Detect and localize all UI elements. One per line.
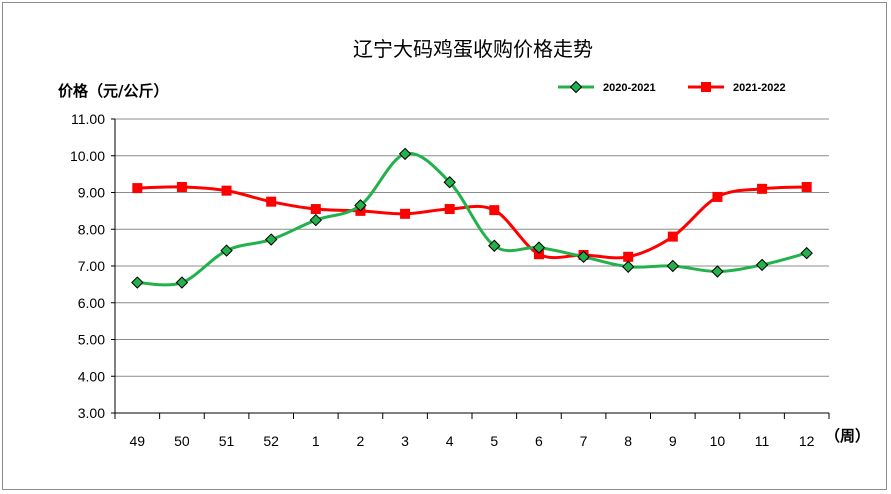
- legend-2021-2022-marker: [701, 82, 711, 92]
- x-axis-unit-label: （周）: [825, 427, 870, 445]
- x-tick-label: 4: [446, 433, 454, 449]
- series-2021-2022-point: [221, 185, 232, 196]
- y-tick-label: 11.00: [71, 111, 105, 127]
- y-axis-tick-labels: 3.00 4.00 5.00 6.00 7.00 8.00 9.00 10.00 11.00: [70, 111, 105, 421]
- x-tick-label: 3: [401, 433, 409, 449]
- x-tick-label: 6: [535, 433, 543, 449]
- series-2020-2021-point: [264, 233, 278, 246]
- series-2021-2022-point: [444, 204, 455, 215]
- series-2020-2021-point: [398, 147, 412, 161]
- x-tick-label: 2: [357, 433, 365, 449]
- series-2021-2022-point: [176, 181, 187, 192]
- x-tick-label: 51: [219, 433, 235, 449]
- legend-2020-2021-marker: [569, 80, 583, 94]
- series-2021-2022-point: [712, 191, 723, 202]
- y-tick-label: 6.00: [78, 295, 105, 311]
- series-group: [131, 147, 813, 289]
- chart-title: 辽宁大码鸡蛋收购价格走势: [353, 37, 593, 61]
- legend: 2020-2021 2021-2022: [558, 80, 786, 94]
- series-2021-2022-point: [757, 183, 768, 194]
- y-tick-label: 10.00: [70, 148, 105, 164]
- series-2020-2021-point: [354, 199, 367, 212]
- series-2020-2021-point: [532, 241, 546, 254]
- series-2021-2022-point: [400, 208, 411, 219]
- axes: [111, 118, 830, 419]
- x-tick-label: 49: [130, 433, 146, 449]
- series-2020-2021-point: [755, 258, 769, 272]
- series-2020-2021-point: [621, 260, 635, 273]
- legend-2020-2021-label: 2020-2021: [603, 82, 656, 94]
- x-tick-label: 9: [669, 433, 677, 449]
- x-tick-label: 10: [710, 433, 726, 449]
- series-2021-2022-point: [801, 181, 812, 192]
- series-2020-2021-line: [137, 151, 808, 287]
- series-2020-2021-point: [220, 244, 233, 257]
- y-tick-label: 5.00: [78, 332, 105, 348]
- x-axis-tick-labels: 49 50 51 52 1 2 3 4 5 6 7 8 9 10 11 12: [130, 433, 815, 449]
- x-tick-label: 12: [799, 433, 815, 449]
- line-chart: 辽宁大码鸡蛋收购价格走势 价格（元/公斤） （周） 3.00 4.00 5.00 6.…: [58, 37, 870, 449]
- y-axis-label: 价格（元/公斤）: [58, 82, 168, 100]
- series-2020-2021-point: [800, 246, 813, 260]
- x-tick-label: 5: [490, 433, 498, 449]
- series-2021-2022-point: [623, 251, 634, 262]
- series-2020-2021-point: [443, 176, 456, 189]
- y-tick-label: 4.00: [78, 368, 105, 384]
- y-tick-label: 7.00: [78, 258, 105, 274]
- series-2020-2021-point: [711, 265, 724, 278]
- y-tick-label: 8.00: [78, 221, 105, 237]
- x-tick-label: 52: [263, 433, 279, 449]
- series-2020-2021-point: [131, 276, 144, 289]
- series-2020-2021-point: [309, 213, 323, 227]
- series-2021-2022-point: [132, 183, 143, 194]
- series-2021-2022-point: [310, 204, 321, 215]
- gridlines: [115, 118, 829, 377]
- x-tick-label: 7: [580, 433, 588, 449]
- y-tick-label: 3.00: [78, 405, 105, 421]
- series-2021-2022-line: [137, 185, 807, 260]
- series-2021-2022-point: [489, 205, 500, 216]
- x-tick-label: 8: [624, 433, 632, 449]
- series-2020-2021-point: [666, 259, 680, 273]
- series-2020-2021-point: [175, 276, 189, 289]
- legend-2021-2022-label: 2021-2022: [733, 82, 786, 94]
- series-2020-2021-point: [577, 250, 590, 264]
- y-tick-label: 9.00: [78, 185, 105, 201]
- series-2020-2021-point: [488, 239, 501, 252]
- x-tick-label: 50: [174, 433, 190, 449]
- x-tick-label: 11: [755, 433, 770, 449]
- x-tick-label: 1: [312, 433, 320, 449]
- series-2021-2022-point: [667, 231, 678, 242]
- series-2021-2022-point: [266, 196, 277, 207]
